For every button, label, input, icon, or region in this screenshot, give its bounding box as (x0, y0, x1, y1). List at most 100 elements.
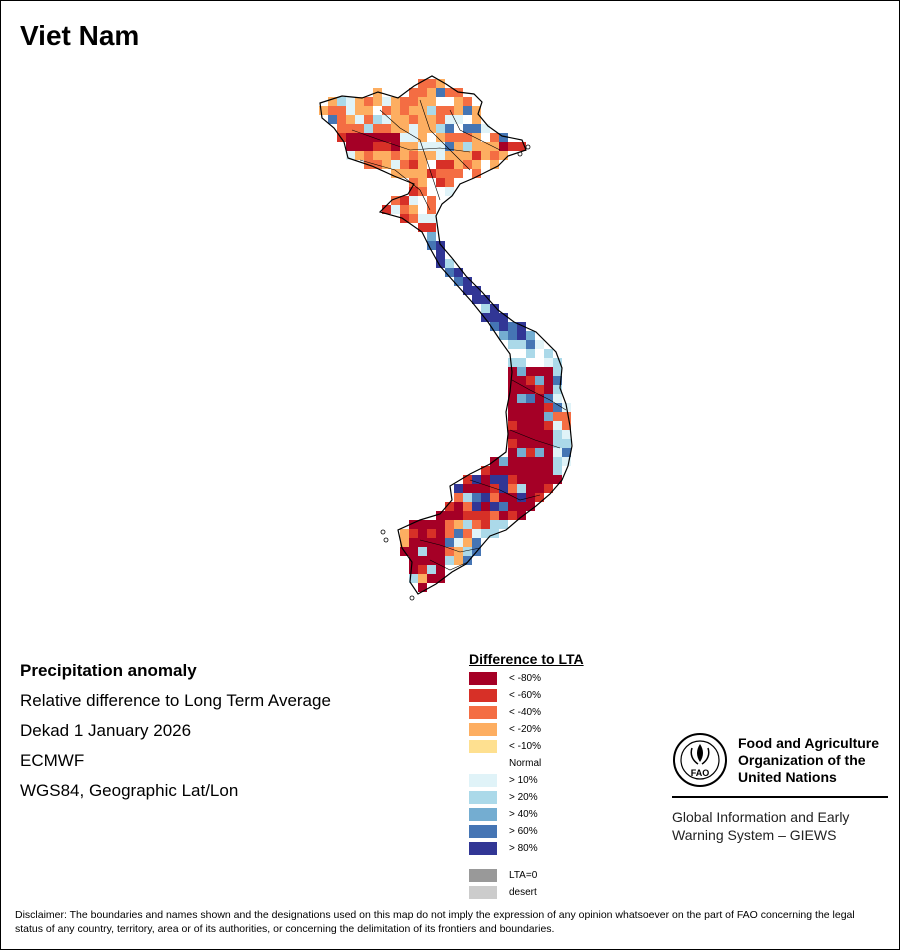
anomaly-cell (463, 133, 472, 142)
anomaly-cell (409, 142, 418, 151)
anomaly-cell (517, 457, 526, 466)
anomaly-cell (418, 520, 427, 529)
anomaly-cell (544, 466, 553, 475)
anomaly-cell (373, 160, 382, 169)
anomaly-cell (409, 520, 418, 529)
anomaly-cell (535, 376, 544, 385)
anomaly-cell (346, 97, 355, 106)
anomaly-cell (454, 115, 463, 124)
anomaly-cell (346, 115, 355, 124)
anomaly-cell (445, 259, 454, 268)
anomaly-cell (382, 106, 391, 115)
anomaly-cell (454, 151, 463, 160)
anomaly-cell (346, 142, 355, 151)
anomaly-cell (472, 493, 481, 502)
anomaly-cell (427, 565, 436, 574)
legend-item-label: > 10% (509, 775, 538, 786)
province-boundary (419, 539, 481, 553)
anomaly-cell (454, 178, 463, 187)
anomaly-cell (418, 529, 427, 538)
map-info: Precipitation anomaly Relative differenc… (20, 656, 331, 806)
anomaly-cell (382, 133, 391, 142)
anomaly-cell (400, 133, 409, 142)
anomaly-cell (364, 142, 373, 151)
province-boundary (351, 129, 471, 153)
anomaly-cell (472, 124, 481, 133)
anomaly-cell (400, 214, 409, 223)
anomaly-cell (526, 457, 535, 466)
giews-line1: Global Information and Early (672, 809, 850, 825)
anomaly-cell (445, 268, 454, 277)
anomaly-cell (526, 358, 535, 367)
anomaly-cell (517, 466, 526, 475)
anomaly-cell (463, 520, 472, 529)
anomaly-cell (427, 88, 436, 97)
info-source: ECMWF (20, 751, 85, 770)
anomaly-cell (517, 322, 526, 331)
anomaly-cell (391, 97, 400, 106)
anomaly-cell (544, 367, 553, 376)
anomaly-cell (526, 448, 535, 457)
anomaly-cell (436, 142, 445, 151)
anomaly-cell (445, 502, 454, 511)
anomaly-cell (535, 484, 544, 493)
anomaly-cell (391, 115, 400, 124)
anomaly-cell (436, 511, 445, 520)
legend-item-row: < -60% (469, 687, 669, 704)
anomaly-cell (535, 394, 544, 403)
anomaly-cell (373, 133, 382, 142)
legend-item-label: < -10% (509, 741, 541, 752)
legend-item-label: Normal (509, 758, 542, 769)
anomaly-cell (490, 529, 499, 538)
anomaly-cell (481, 466, 490, 475)
anomaly-cell (418, 538, 427, 547)
island-outline (517, 151, 523, 157)
anomaly-cell (418, 565, 427, 574)
anomaly-cell (490, 133, 499, 142)
legend-item-label: < -80% (509, 673, 541, 684)
anomaly-cell (445, 547, 454, 556)
legend-item-label: < -60% (509, 690, 541, 701)
anomaly-cell (373, 115, 382, 124)
anomaly-cell (544, 349, 553, 358)
anomaly-cell (508, 484, 517, 493)
anomaly-cell (436, 133, 445, 142)
anomaly-cell (436, 88, 445, 97)
anomaly-cell (337, 115, 346, 124)
anomaly-cell (346, 106, 355, 115)
anomaly-cell (481, 142, 490, 151)
anomaly-cell (427, 160, 436, 169)
anomaly-cell (445, 538, 454, 547)
anomaly-cell (391, 133, 400, 142)
island-outline (380, 529, 386, 535)
anomaly-cell (463, 529, 472, 538)
anomaly-cell (490, 457, 499, 466)
anomaly-cell (427, 115, 436, 124)
anomaly-cell (544, 421, 553, 430)
anomaly-cell (436, 106, 445, 115)
anomaly-cell (427, 169, 436, 178)
province-boundary (429, 559, 469, 571)
anomaly-cell (526, 403, 535, 412)
anomaly-cell (454, 520, 463, 529)
anomaly-cell (517, 511, 526, 520)
anomaly-cell (481, 475, 490, 484)
legend-item-swatch (469, 808, 497, 821)
anomaly-cell (463, 475, 472, 484)
anomaly-cell (445, 178, 454, 187)
anomaly-cell (517, 493, 526, 502)
anomaly-cell (526, 367, 535, 376)
anomaly-cell (436, 250, 445, 259)
anomaly-cell (472, 502, 481, 511)
anomaly-cell (472, 142, 481, 151)
anomaly-cell (418, 205, 427, 214)
anomaly-cell (427, 232, 436, 241)
anomaly-cell (409, 556, 418, 565)
anomaly-cell (355, 106, 364, 115)
anomaly-cell (391, 169, 400, 178)
anomaly-cell (544, 376, 553, 385)
anomaly-cell (409, 106, 418, 115)
legend-item-swatch (469, 723, 497, 736)
anomaly-cell (409, 196, 418, 205)
anomaly-cell (355, 142, 364, 151)
